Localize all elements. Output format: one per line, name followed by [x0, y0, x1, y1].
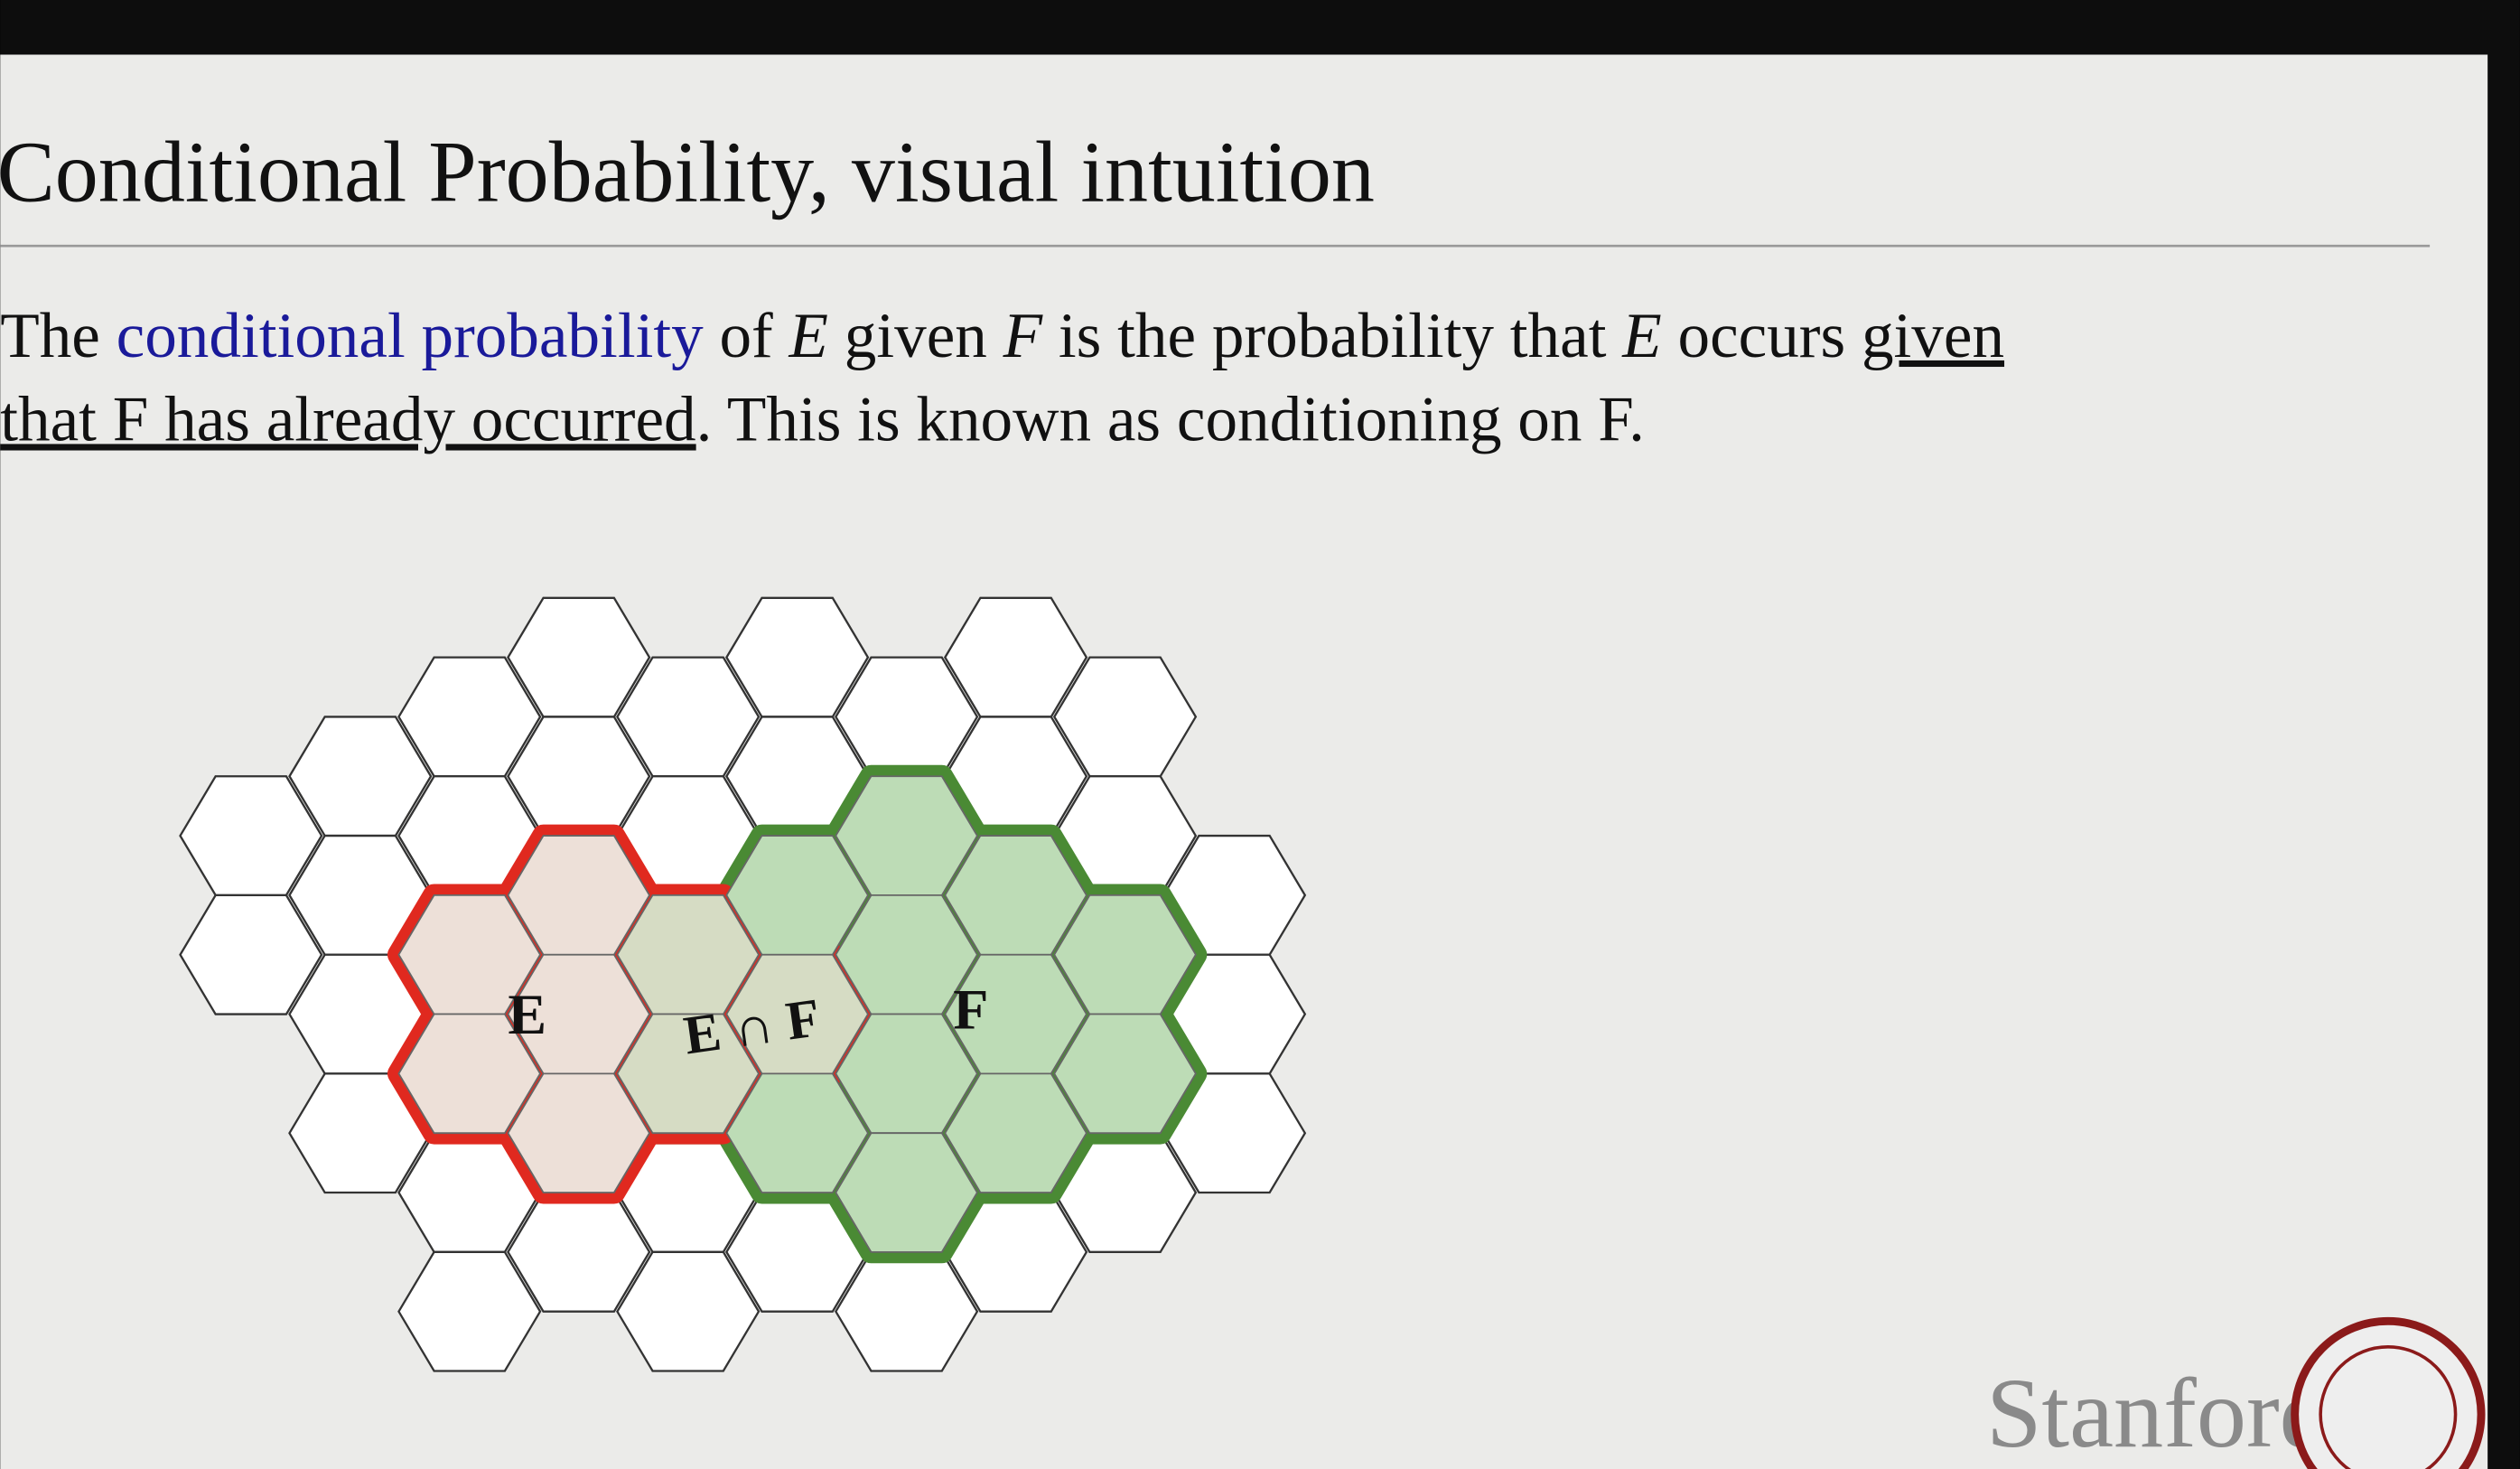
region-cell: [616, 1013, 760, 1135]
hex-cell: [179, 894, 323, 1015]
paragraph-line: that F has already occurred. This is kno…: [0, 384, 1645, 454]
logo-seal-inner: [2319, 1345, 2458, 1469]
text-segment: that F has already occurred: [0, 384, 695, 454]
hex-cell: [397, 1250, 542, 1372]
region-cell: [1053, 1013, 1197, 1135]
paragraph-line: The conditional probability of E given F…: [0, 301, 2004, 371]
text-segment: is the probability that: [1042, 301, 1622, 371]
logo-seal: [2291, 1316, 2486, 1469]
region-cell: [507, 1072, 651, 1193]
hex-cell: [616, 1250, 761, 1372]
logo-text: Stanford: [1986, 1358, 2329, 1468]
text-segment: E: [1621, 301, 1661, 371]
text-segment: The: [0, 301, 116, 371]
text-segment: F: [1003, 301, 1044, 371]
slide-title: Conditional Probability, visual intuitio…: [0, 123, 1375, 220]
region-cell: [835, 1132, 978, 1253]
region-label: F: [953, 978, 988, 1042]
region-cell: [725, 1072, 869, 1193]
text-segment: conditional probability: [117, 301, 704, 371]
text-segment: occurs: [1662, 301, 1862, 371]
region-label: E: [508, 982, 546, 1046]
region-cell: [944, 1072, 1087, 1193]
text-segment: E: [789, 301, 828, 371]
hex-diagram: [179, 596, 1307, 1372]
text-segment: of: [704, 301, 789, 371]
region-cell: [397, 1013, 542, 1135]
text-segment: . This is known as conditioning on F.: [696, 384, 1645, 454]
text-segment: given: [1862, 301, 2004, 371]
text-segment: given: [828, 301, 1003, 371]
